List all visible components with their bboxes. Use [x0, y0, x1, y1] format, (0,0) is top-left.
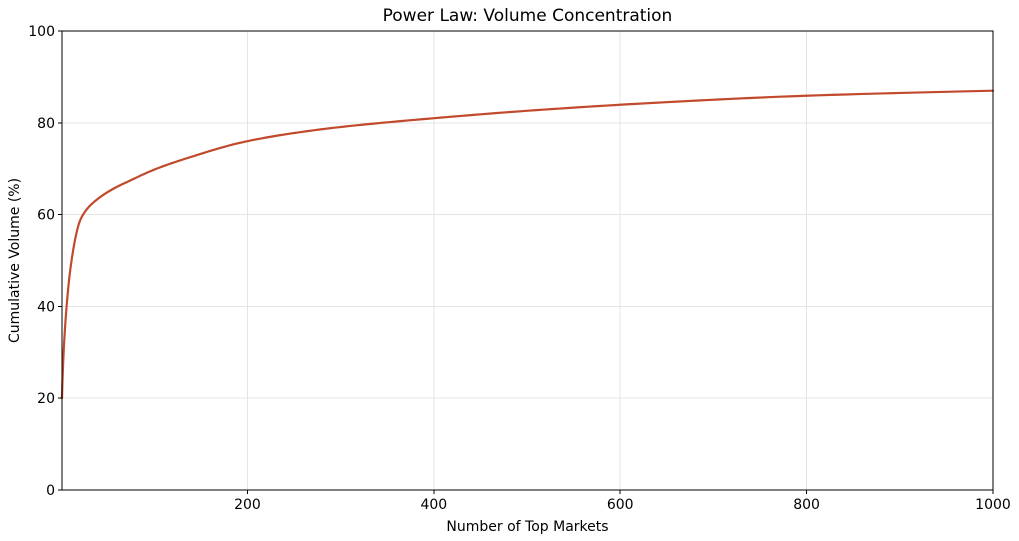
x-tick-label: 200 — [234, 497, 261, 513]
axes-spines — [61, 30, 994, 491]
axes-group: 200 400 600 800 1000 0 20 40 60 80 100 — [28, 24, 1011, 513]
y-tick-label: 60 — [37, 208, 55, 224]
x-axis-label: Number of Top Markets — [446, 519, 608, 535]
y-axis-label: Cumulative Volume (%) — [7, 178, 23, 343]
x-tick-label: 400 — [420, 497, 447, 513]
y-tick-label: 20 — [37, 391, 55, 407]
x-tick-label: 1000 — [975, 497, 1011, 513]
chart-title: Power Law: Volume Concentration — [383, 6, 673, 26]
y-tick-label: 100 — [28, 24, 55, 40]
x-tick-label: 600 — [607, 497, 634, 513]
y-tick-label: 80 — [37, 116, 55, 132]
y-tick-label: 0 — [46, 483, 55, 499]
y-tick-label: 40 — [37, 299, 55, 315]
x-tick-label: 800 — [793, 497, 820, 513]
volume-curve — [60, 89, 995, 400]
